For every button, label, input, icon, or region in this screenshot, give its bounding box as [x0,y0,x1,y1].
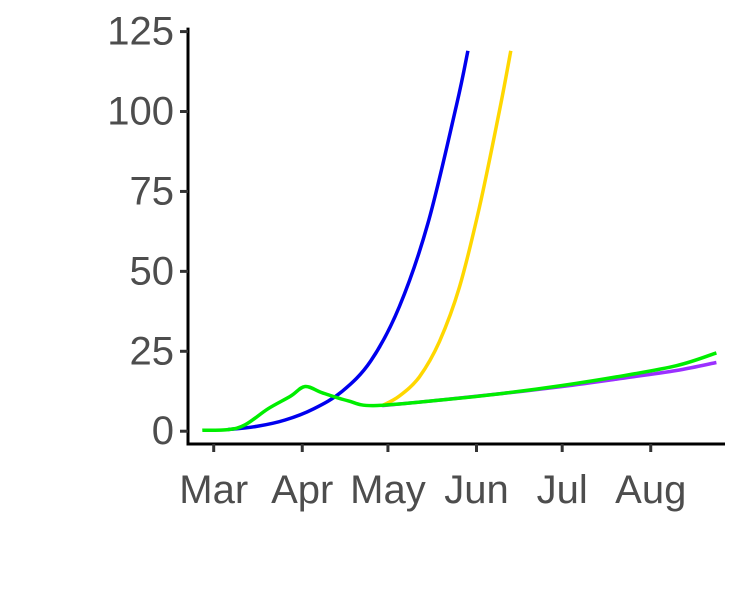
x-tick-label: Mar [179,468,248,512]
y-axis-ticks: 0 25 50 75 100 125 [107,10,188,453]
series-layer [202,50,717,433]
x-tick-label: Jun [444,468,509,512]
x-tick-label: Jul [537,468,588,512]
x-tick-label: Apr [271,468,333,512]
series-line-2 [381,50,513,408]
x-tick-label: Aug [615,468,686,512]
y-tick-label: 25 [130,329,175,373]
y-tick-label: 100 [107,90,174,134]
y-tick-label: 50 [130,249,175,293]
y-tick-label: 0 [152,409,174,453]
x-tick-label: May [350,468,426,512]
y-tick-label: 75 [130,169,175,213]
series-line-4 [202,351,717,433]
x-axis-ticks: Mar Apr May Jun Jul Aug [179,444,686,512]
y-tick-label: 125 [107,10,174,54]
series-line-1 [227,50,470,432]
